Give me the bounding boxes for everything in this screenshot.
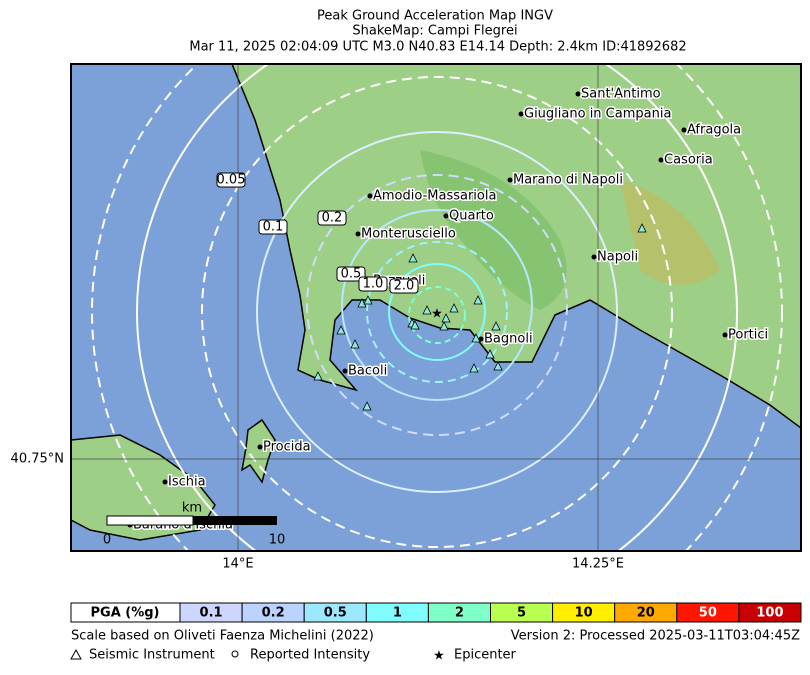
contour-label: 1.0 bbox=[363, 277, 384, 292]
graticule bbox=[71, 64, 801, 551]
place-label: Quarto bbox=[449, 209, 494, 224]
contour-label: 0.5 bbox=[341, 267, 362, 282]
island bbox=[240, 418, 276, 484]
place-label: Marano di Napoli bbox=[513, 173, 623, 188]
lon-label: 14.25°E bbox=[572, 557, 624, 572]
place-dot bbox=[443, 213, 449, 219]
scale-bar: km 0 10 bbox=[103, 501, 285, 548]
legend-label: 0.1 bbox=[200, 606, 223, 621]
station bbox=[469, 363, 479, 373]
contour-label-box bbox=[258, 219, 288, 235]
place-label: Portici bbox=[728, 328, 768, 343]
subtitle: ShakeMap: Campi Flegrei bbox=[352, 24, 517, 39]
scale-unit: km bbox=[182, 501, 202, 516]
contours bbox=[91, 64, 783, 551]
footer-right: Version 2: Processed 2025-03-11T03:04:45… bbox=[511, 629, 800, 644]
place-dot bbox=[342, 368, 348, 374]
place-dot bbox=[367, 193, 373, 199]
lon-label: 14°E bbox=[222, 557, 253, 572]
place-label: Bagnoli bbox=[484, 332, 533, 347]
legend-swatch bbox=[738, 602, 802, 623]
epicenter: ★ bbox=[431, 307, 443, 322]
contour-label-box bbox=[317, 210, 347, 226]
legend-label: 100 bbox=[756, 606, 783, 621]
legend-symbol: Reported Intensity bbox=[250, 648, 370, 663]
station bbox=[313, 371, 323, 381]
scale-tick: 0 bbox=[103, 533, 111, 548]
contour-label-box bbox=[336, 266, 366, 282]
place-dot bbox=[722, 332, 728, 338]
place-label: Sant'Antimo bbox=[581, 87, 661, 102]
legend-label: 0.2 bbox=[262, 606, 285, 621]
place-label: Napoli bbox=[597, 250, 638, 265]
hills bbox=[620, 180, 720, 285]
place-label: Afragola bbox=[687, 123, 741, 138]
epicenter-icon: ★ bbox=[433, 649, 445, 664]
legend-symbol: Seismic Instrument bbox=[89, 648, 215, 663]
station bbox=[441, 313, 451, 323]
station bbox=[471, 333, 481, 343]
lat-label: 40.75°N bbox=[11, 452, 64, 467]
contour-label: 0.1 bbox=[263, 220, 284, 235]
contour-label: 0.05 bbox=[217, 173, 246, 188]
place-dot bbox=[575, 91, 581, 97]
place-label: Ischia bbox=[168, 475, 206, 490]
footer-left: Scale based on Oliveti Faenza Michelini … bbox=[71, 629, 374, 644]
place-dot bbox=[591, 254, 597, 260]
contour-label: 0.2 bbox=[322, 211, 343, 226]
station bbox=[493, 361, 503, 371]
station bbox=[410, 320, 420, 330]
title: Peak Ground Acceleration Map INGV bbox=[317, 9, 553, 24]
place-dot bbox=[658, 157, 664, 163]
station bbox=[473, 295, 483, 305]
place-dot bbox=[681, 127, 687, 133]
station bbox=[336, 325, 346, 335]
legend-title: PGA (%g) bbox=[91, 606, 160, 621]
instrument-icon bbox=[70, 648, 82, 660]
legend-label: 5 bbox=[517, 606, 526, 621]
place-dot bbox=[162, 479, 168, 485]
station bbox=[449, 303, 459, 313]
station bbox=[491, 321, 501, 331]
legend-label: 1 bbox=[393, 606, 402, 621]
place-dot bbox=[507, 177, 513, 183]
place-label: Giugliano in Campania bbox=[524, 107, 671, 122]
map: ★ Sant'Antimo Giugliano in Campania Afragol… bbox=[71, 64, 801, 551]
legend-label: 50 bbox=[699, 606, 717, 621]
contour-label: 2.0 bbox=[394, 279, 415, 294]
legend: PGA (%g) 0.1 0.2 0.5 1 2 5 10 20 50 100 bbox=[70, 602, 802, 623]
place-label: Bacoli bbox=[348, 364, 387, 379]
legend-symbol: Epicenter bbox=[454, 648, 517, 663]
station bbox=[350, 339, 360, 349]
station bbox=[439, 321, 449, 331]
scale-tick: 10 bbox=[269, 533, 286, 548]
legend-label: 0.5 bbox=[324, 606, 347, 621]
hills bbox=[420, 150, 567, 310]
place-dot bbox=[518, 111, 524, 117]
place-dot bbox=[478, 336, 484, 342]
station bbox=[637, 223, 647, 233]
station bbox=[363, 295, 373, 305]
contour-label-box bbox=[216, 172, 246, 188]
event-info: Mar 11, 2025 02:04:09 UTC M3.0 N40.83 E1… bbox=[189, 40, 686, 55]
legend-label: 10 bbox=[575, 606, 593, 621]
map-frame bbox=[70, 63, 802, 552]
place-label: Monterusciello bbox=[361, 227, 456, 242]
legend-label: 20 bbox=[637, 606, 655, 621]
station bbox=[408, 253, 418, 263]
intensity-icon bbox=[231, 650, 239, 658]
station bbox=[362, 401, 372, 411]
place-label: Amodio-Massariola bbox=[373, 189, 496, 204]
legend-label: 2 bbox=[455, 606, 464, 621]
contour-label-box bbox=[358, 276, 388, 292]
place-dot bbox=[257, 444, 263, 450]
station bbox=[422, 305, 432, 315]
place-label: Procida bbox=[263, 440, 311, 455]
place-dot bbox=[355, 231, 361, 237]
station bbox=[485, 349, 495, 359]
station bbox=[357, 298, 367, 308]
place-label: Casoria bbox=[664, 153, 713, 168]
contour-label-box bbox=[389, 278, 419, 294]
